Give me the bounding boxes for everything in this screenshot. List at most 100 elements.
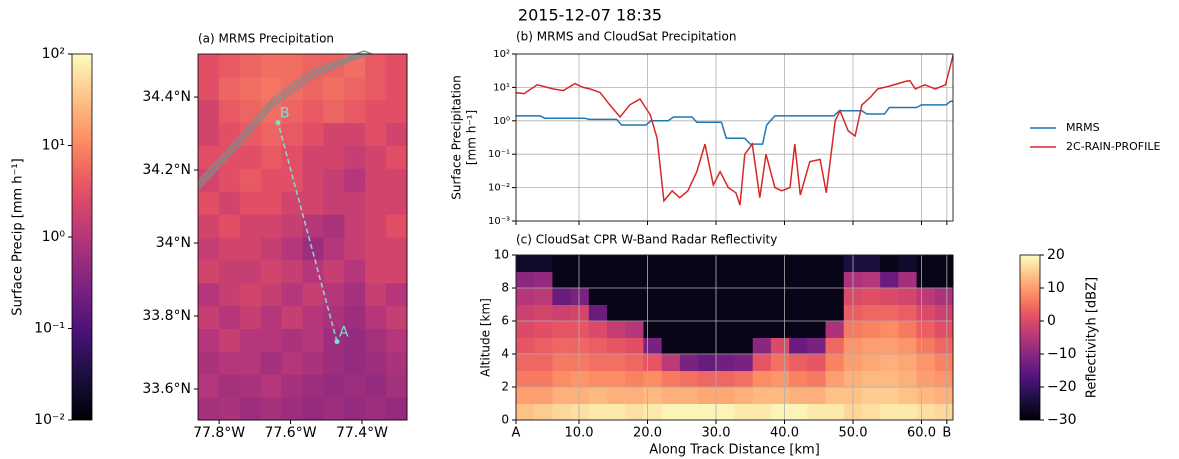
heatmap-cell [239, 259, 262, 284]
heatmap-cell [625, 321, 644, 338]
heatmap-cell [218, 259, 241, 284]
heatmap-cell [323, 374, 345, 398]
heatmap-cell [302, 305, 324, 329]
heatmap-cell [807, 370, 827, 388]
legend-label: MRMS [1066, 121, 1100, 134]
heatmap-cell [698, 321, 717, 338]
heatmap-cell [281, 397, 303, 421]
heatmap-cell [679, 321, 699, 338]
heatmap-cell [323, 305, 345, 329]
heatmap-cell [218, 351, 241, 375]
axes-frame [515, 53, 954, 222]
heatmap-cell [323, 328, 345, 352]
heatmap-cell [260, 168, 283, 192]
heatmap-cell [534, 370, 553, 388]
heatmap-cell [825, 255, 845, 272]
colorbar-tick-label: −30 [1047, 412, 1077, 428]
heatmap-cell [625, 271, 644, 289]
heatmap-cell [260, 237, 283, 261]
heatmap-cell [386, 305, 408, 329]
heatmap-cell [534, 255, 553, 272]
heatmap-cell [661, 387, 681, 404]
heatmap-cell [218, 282, 241, 307]
y-tick-label: 10⁻² [488, 183, 510, 194]
heatmap-cell [588, 271, 608, 289]
heatmap-cell [260, 145, 283, 169]
heatmap-cell [365, 237, 387, 261]
x-tick-label: 50.0 [839, 426, 868, 441]
heatmap-cell [734, 255, 754, 272]
x-tick-label: 20.0 [633, 426, 662, 441]
heatmap-cell [218, 54, 241, 78]
heatmap-cell [643, 387, 663, 404]
heatmap-cell [386, 99, 408, 124]
heatmap-cell [880, 304, 899, 322]
heatmap-cell [570, 288, 590, 305]
heatmap-cell [281, 76, 303, 101]
heatmap-cell [344, 237, 366, 261]
heatmap-cell [516, 387, 535, 404]
heatmap-cell [260, 259, 283, 284]
heatmap-cell [825, 288, 845, 305]
heatmap-cell [679, 288, 699, 305]
x-axis-label: Along Track Distance [km] [649, 443, 820, 458]
heatmap-cell [386, 54, 408, 78]
heatmap-cell [218, 122, 241, 146]
colorbar-label: Surface Precip [mm h⁻¹] [11, 158, 26, 315]
heatmap-cell [880, 321, 899, 338]
heatmap-cell [198, 76, 220, 101]
heatmap-cell [344, 397, 366, 421]
heatmap-cell [534, 288, 553, 305]
y-tick-label: 34.2°N [142, 162, 191, 178]
heatmap-cell [807, 403, 827, 421]
track-line [277, 122, 338, 342]
heatmap-cell [789, 288, 808, 305]
heatmap-cell [302, 374, 324, 398]
heatmap-cell [365, 54, 387, 78]
heatmap-cell [386, 374, 408, 398]
heatmap-cell [260, 305, 283, 329]
heatmap-cell [934, 288, 954, 305]
heatmap-cell [679, 354, 699, 371]
heatmap-cell [789, 337, 808, 355]
heatmap-cell [588, 321, 608, 338]
heatmap-cell [789, 255, 808, 272]
heatmap-cell [198, 237, 220, 261]
heatmap-cell [625, 304, 644, 322]
heatmap-cell [260, 76, 283, 101]
heatmap-cell [661, 304, 681, 322]
heatmap-cell [880, 370, 899, 388]
heatmap-cell [386, 259, 408, 284]
y-axis-label: Altitude [km] [479, 298, 493, 377]
heatmap-cell [239, 214, 262, 238]
heatmap-cell [365, 328, 387, 352]
heatmap-cell [716, 321, 735, 338]
heatmap-cell [552, 337, 572, 355]
heatmap-cell [386, 397, 408, 421]
heatmap-cell [716, 271, 735, 289]
heatmap-cell [570, 304, 590, 322]
heatmap-cell [365, 397, 387, 421]
heatmap-cell [344, 305, 366, 329]
heatmap-cell [552, 321, 572, 338]
heatmap-cell [661, 403, 681, 421]
heatmap-cell [716, 354, 735, 371]
heatmap-cell [825, 370, 845, 388]
heatmap-cell [281, 351, 303, 375]
heatmap-cell [239, 99, 262, 124]
heatmap-cell [825, 403, 845, 421]
heatmap-cell [281, 237, 303, 261]
heatmap-cell [861, 403, 881, 421]
heatmap-cell [825, 337, 845, 355]
heatmap-cell [916, 337, 936, 355]
heatmap-cell [861, 321, 881, 338]
heatmap-cell [386, 145, 408, 169]
colorbar-label: Reflectivityh [dBZ] [1085, 277, 1100, 398]
heatmap-cell [386, 76, 408, 101]
series-line [516, 100, 953, 145]
heatmap-cell [698, 337, 717, 355]
heatmap-cell [752, 271, 772, 289]
axes-title: (a) MRMS Precipitation [198, 32, 334, 46]
heatmap-cell [218, 191, 241, 215]
y-tick-label: 10 [494, 248, 509, 262]
